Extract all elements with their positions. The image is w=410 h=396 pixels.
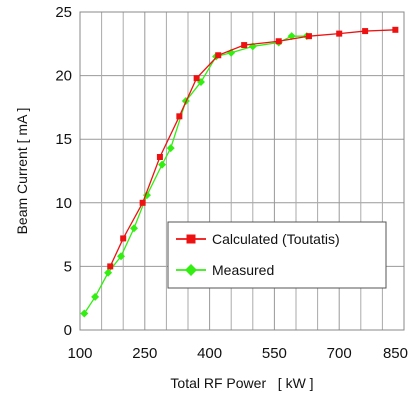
data-point-square [305,33,312,40]
data-point-diamond [158,160,167,169]
legend-box [167,221,387,289]
y-tick-label: 5 [64,258,72,275]
legend-item: Measured [176,262,274,278]
x-tick-label: 100 [67,345,92,362]
y-tick-label: 25 [55,4,72,21]
data-point-square [156,154,163,161]
y-tick-label: 10 [55,195,72,212]
data-point-square [275,38,282,45]
data-point-diamond [130,224,138,233]
y-tick-label: 20 [55,68,72,85]
data-point-diamond [104,268,113,277]
y-axis-ticks: 0 5 10 15 20 25 [55,4,72,339]
legend-label: Calculated (Toutatis) [212,231,340,247]
data-point-square [120,235,127,242]
plot-frame [79,11,405,331]
data-point-square [107,263,114,270]
data-point-diamond [117,252,126,261]
series-line [83,35,307,314]
x-tick-label: 550 [262,345,287,362]
data-point-square [139,199,146,206]
data-point-square [215,52,222,59]
y-tick-label: 0 [64,322,72,339]
data-point-square [186,234,196,244]
x-tick-label: 400 [197,345,222,362]
x-tick-label: 700 [327,345,352,362]
series-calculated-toutatis [107,26,399,270]
data-point-square [241,42,248,49]
legend-item: Calculated (Toutatis) [176,231,340,247]
data-point-square [392,26,399,33]
x-axis-label: Total RF Power [ kW ] [170,375,313,391]
legend: Calculated (Toutatis) Measured [167,221,387,289]
legend-label: Measured [212,262,274,278]
series-layer [80,26,399,318]
data-point-diamond [91,292,100,301]
data-point-square [193,75,200,82]
data-point-square [362,28,369,35]
data-point-square [336,30,343,37]
x-tick-label: 250 [132,345,157,362]
x-axis-ticks: 100 250 400 550 700 850 [67,345,408,362]
data-point-square [176,113,183,120]
y-axis-label: Beam Current [ mA ] [14,108,30,235]
data-point-diamond [185,264,197,276]
x-tick-label: 850 [383,345,408,362]
data-point-diamond [166,144,175,153]
data-point-diamond [80,309,89,318]
y-tick-label: 15 [55,131,72,148]
